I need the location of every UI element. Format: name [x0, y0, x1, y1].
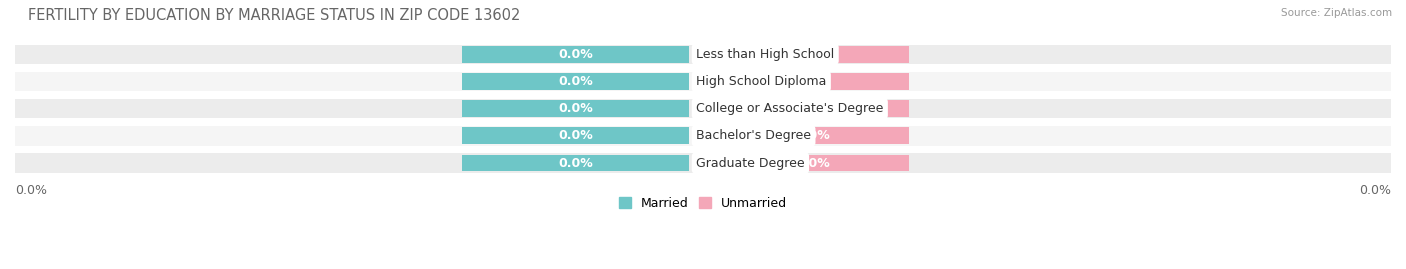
Bar: [463, 73, 689, 90]
Bar: [463, 100, 689, 117]
Text: 0.0%: 0.0%: [558, 102, 593, 115]
Text: 0.0%: 0.0%: [558, 75, 593, 88]
Text: Less than High School: Less than High School: [696, 48, 834, 61]
Bar: [15, 44, 1391, 64]
Text: 0.0%: 0.0%: [1360, 184, 1391, 197]
Bar: [15, 72, 1391, 91]
Text: 0.0%: 0.0%: [796, 75, 831, 88]
Text: High School Diploma: High School Diploma: [696, 75, 827, 88]
Text: Bachelor's Degree: Bachelor's Degree: [696, 129, 811, 142]
Text: 0.0%: 0.0%: [558, 48, 593, 61]
Text: 0.0%: 0.0%: [796, 129, 831, 142]
Text: Graduate Degree: Graduate Degree: [696, 157, 804, 169]
Text: 0.0%: 0.0%: [15, 184, 46, 197]
Text: 0.0%: 0.0%: [558, 157, 593, 169]
Bar: [15, 126, 1391, 146]
Bar: [15, 99, 1391, 118]
Text: College or Associate's Degree: College or Associate's Degree: [696, 102, 883, 115]
Text: 0.0%: 0.0%: [558, 129, 593, 142]
Text: FERTILITY BY EDUCATION BY MARRIAGE STATUS IN ZIP CODE 13602: FERTILITY BY EDUCATION BY MARRIAGE STATU…: [28, 8, 520, 23]
Bar: [463, 128, 689, 144]
Text: 0.0%: 0.0%: [796, 102, 831, 115]
Bar: [15, 153, 1391, 173]
Text: 0.0%: 0.0%: [796, 48, 831, 61]
Text: Source: ZipAtlas.com: Source: ZipAtlas.com: [1281, 8, 1392, 18]
Bar: [717, 155, 910, 171]
Bar: [463, 155, 689, 171]
Legend: Married, Unmarried: Married, Unmarried: [613, 192, 793, 215]
Bar: [717, 128, 910, 144]
Bar: [717, 73, 910, 90]
Bar: [717, 46, 910, 63]
Bar: [463, 46, 689, 63]
Text: 0.0%: 0.0%: [796, 157, 831, 169]
Bar: [717, 100, 910, 117]
